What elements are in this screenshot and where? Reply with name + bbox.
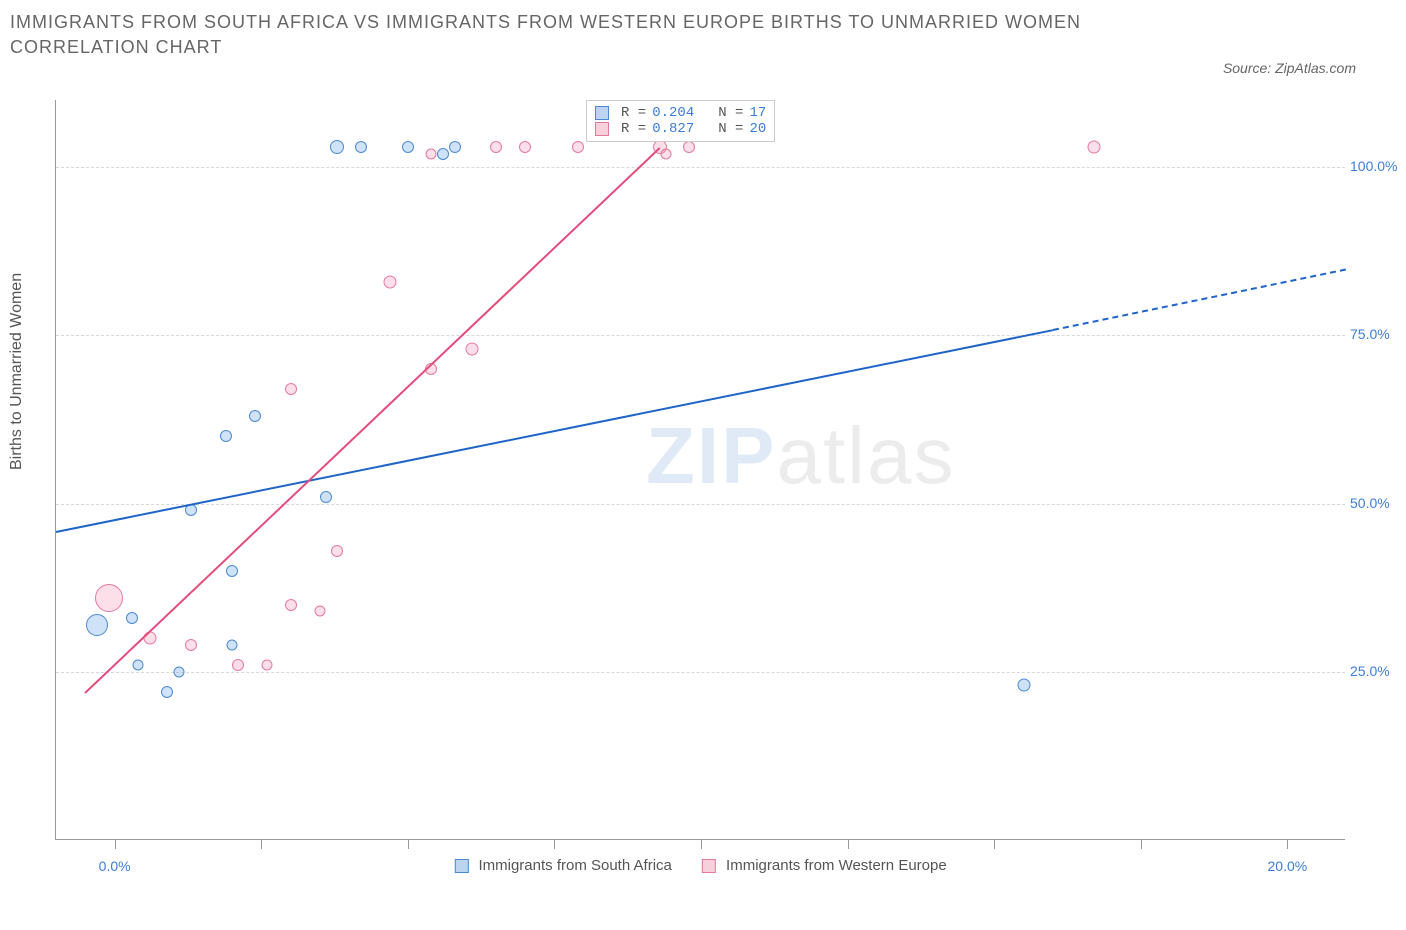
stats-r-label: R = (621, 121, 646, 137)
data-point (174, 666, 185, 677)
gridline: 100.0% (56, 167, 1345, 168)
x-tick (1141, 839, 1142, 849)
stats-n-label: N = (718, 105, 743, 121)
x-tick (408, 839, 409, 849)
x-tick (554, 839, 555, 849)
data-point (572, 141, 584, 153)
data-point (437, 148, 449, 160)
data-point (285, 383, 297, 395)
data-point (86, 614, 108, 636)
data-point (314, 606, 325, 617)
legend-item-1: Immigrants from South Africa (454, 857, 672, 874)
data-point (95, 584, 123, 612)
stats-n-value-1: 17 (749, 105, 766, 121)
data-point (161, 686, 173, 698)
data-point (220, 430, 232, 442)
regression-line (1053, 268, 1347, 331)
legend-item-2: Immigrants from Western Europe (702, 857, 947, 874)
data-point (449, 141, 461, 153)
watermark-zip: ZIP (646, 411, 776, 500)
data-point (232, 659, 244, 671)
stats-n-label: N = (718, 121, 743, 137)
stats-n-value-2: 20 (749, 121, 766, 137)
x-tick-label: 0.0% (99, 858, 131, 874)
data-point (355, 141, 367, 153)
x-tick (848, 839, 849, 849)
data-point (262, 660, 273, 671)
source-label: Source: ZipAtlas.com (1223, 60, 1356, 76)
data-point (683, 141, 695, 153)
stats-swatch-1 (595, 106, 609, 120)
data-point (466, 342, 479, 355)
watermark: ZIPatlas (646, 410, 955, 502)
stats-r-value-1: 0.204 (652, 105, 694, 121)
regression-line (56, 329, 1053, 533)
x-tick (701, 839, 702, 849)
legend-swatch-1 (454, 859, 468, 873)
stats-swatch-2 (595, 122, 609, 136)
x-tick (1287, 839, 1288, 849)
data-point (133, 660, 144, 671)
x-tick (115, 839, 116, 849)
y-tick-label: 100.0% (1350, 158, 1406, 174)
stats-r-label: R = (621, 105, 646, 121)
x-tick (261, 839, 262, 849)
x-tick (994, 839, 995, 849)
chart-plot-area: ZIPatlas 25.0%50.0%75.0%100.0% 0.0%20.0%… (55, 100, 1345, 840)
data-point (226, 565, 238, 577)
data-point (185, 639, 197, 651)
legend-label-1: Immigrants from South Africa (478, 857, 671, 874)
x-tick-label: 20.0% (1268, 858, 1308, 874)
data-point (126, 612, 138, 624)
stats-r-value-2: 0.827 (652, 121, 694, 137)
y-axis-label: Births to Unmarried Women (8, 273, 26, 470)
data-point (331, 545, 343, 557)
data-point (402, 141, 414, 153)
gridline: 75.0% (56, 335, 1345, 336)
gridline: 25.0% (56, 672, 1345, 673)
stats-row-series2: R = 0.827 N = 20 (595, 121, 766, 137)
data-point (249, 410, 261, 422)
data-point (1087, 141, 1100, 154)
bottom-legend: Immigrants from South Africa Immigrants … (454, 857, 946, 874)
data-point (1017, 679, 1030, 692)
data-point (519, 141, 531, 153)
gridline: 50.0% (56, 504, 1345, 505)
legend-swatch-2 (702, 859, 716, 873)
data-point (285, 599, 297, 611)
data-point (490, 141, 502, 153)
regression-line (85, 147, 661, 693)
legend-label-2: Immigrants from Western Europe (726, 857, 947, 874)
y-tick-label: 50.0% (1350, 495, 1406, 511)
stats-legend-box: R = 0.204 N = 17 R = 0.827 N = 20 (586, 100, 775, 142)
chart-title: IMMIGRANTS FROM SOUTH AFRICA VS IMMIGRAN… (10, 10, 1110, 60)
data-point (226, 639, 237, 650)
watermark-atlas: atlas (776, 411, 955, 500)
stats-row-series1: R = 0.204 N = 17 (595, 105, 766, 121)
data-point (660, 148, 671, 159)
data-point (384, 275, 397, 288)
data-point (426, 148, 437, 159)
y-tick-label: 25.0% (1350, 663, 1406, 679)
data-point (330, 140, 344, 154)
y-tick-label: 75.0% (1350, 326, 1406, 342)
data-point (320, 491, 332, 503)
